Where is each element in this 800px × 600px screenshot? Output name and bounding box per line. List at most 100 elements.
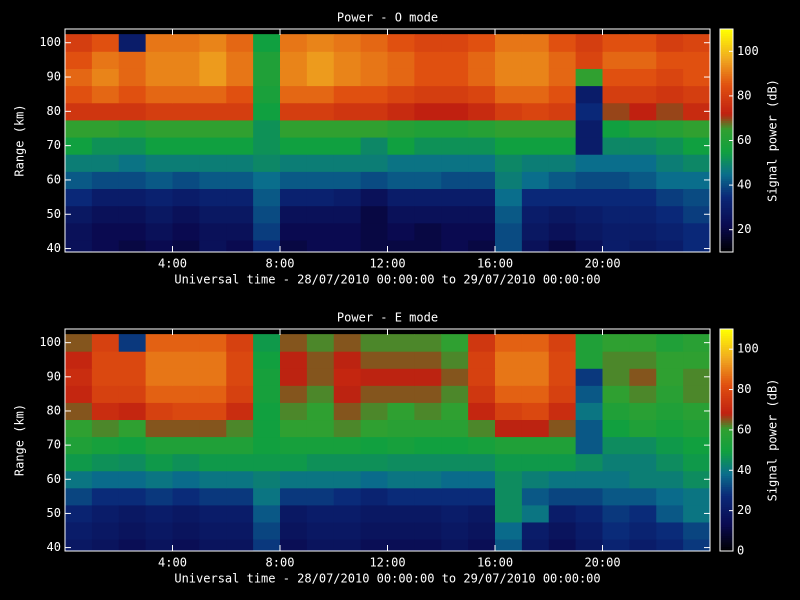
heatmap-cell <box>333 239 362 252</box>
colorbar-tick-label: 20 <box>737 503 751 517</box>
heatmap-cell <box>602 334 630 352</box>
heatmap-cell <box>253 68 281 87</box>
heatmap-cell <box>683 504 710 523</box>
heatmap-cell <box>306 222 335 241</box>
heatmap-cell <box>495 436 523 455</box>
heatmap-cell <box>145 51 173 69</box>
heatmap-cell <box>306 453 335 472</box>
heatmap-cell <box>656 239 684 252</box>
heatmap-cell <box>199 137 227 155</box>
heatmap-cell <box>602 34 630 52</box>
x-tick-label: 16:00 <box>477 556 513 570</box>
heatmap-cell <box>441 334 469 352</box>
heatmap-cell <box>521 385 550 403</box>
colorbar-swatch <box>720 247 733 251</box>
heatmap-cell <box>441 470 469 489</box>
colorbar-swatch <box>720 180 733 184</box>
heatmap-cell <box>575 402 603 421</box>
heatmap-cell <box>253 402 281 421</box>
heatmap-cell <box>280 504 308 523</box>
heatmap-cell <box>199 521 227 540</box>
colorbar-swatch <box>720 196 733 199</box>
colorbar-swatch <box>720 420 733 423</box>
heatmap-cell <box>387 539 415 551</box>
heatmap-cell <box>360 487 388 506</box>
colorbar-tick-label: 100 <box>737 342 759 356</box>
heatmap-cell <box>280 34 308 52</box>
colorbar-swatch <box>720 357 733 361</box>
heatmap-cell <box>414 51 442 69</box>
heatmap-cell <box>253 51 281 69</box>
heatmap-cell <box>118 453 147 472</box>
heatmap-cell <box>656 470 684 489</box>
heatmap-cell <box>521 137 550 155</box>
heatmap-cell <box>172 102 200 121</box>
heatmap-cell <box>226 453 254 472</box>
heatmap-cell <box>226 34 254 52</box>
heatmap-cell <box>441 68 469 87</box>
heatmap-cell <box>602 239 630 252</box>
colorbar-swatch <box>720 455 733 459</box>
heatmap-cell <box>656 487 684 506</box>
colorbar-swatch <box>720 360 733 363</box>
y-axis-label: Range (km) <box>13 404 27 476</box>
heatmap-cell <box>333 205 362 224</box>
heatmap-cell <box>333 102 362 121</box>
heatmap-cell <box>360 504 388 523</box>
heatmap-cell <box>360 334 388 352</box>
colorbar-swatch <box>720 331 733 334</box>
heatmap-cell <box>280 351 308 369</box>
colorbar-swatch <box>720 185 733 188</box>
heatmap-cell <box>468 137 496 155</box>
colorbar-swatch <box>720 158 733 162</box>
heatmap-cell <box>333 188 362 207</box>
x-tick-label: 8:00 <box>266 556 295 570</box>
colorbar-swatch <box>720 182 733 186</box>
heatmap-cell <box>521 171 550 190</box>
heatmap-cell <box>468 470 496 489</box>
heatmap-cell <box>468 419 496 438</box>
heatmap-cell <box>306 504 335 523</box>
colorbar-swatch <box>720 464 733 468</box>
heatmap-cell <box>65 222 93 241</box>
heatmap-cell <box>65 334 93 352</box>
heatmap-cell <box>602 351 630 369</box>
heatmap-cell <box>333 470 362 489</box>
heatmap-cell <box>280 402 308 421</box>
heatmap-cell <box>172 351 200 369</box>
heatmap-cell <box>145 487 173 506</box>
heatmap-cell <box>253 470 281 489</box>
heatmap-cell <box>360 351 388 369</box>
heatmap-cell <box>414 351 442 369</box>
heatmap-cell <box>199 68 227 87</box>
colorbar-swatch <box>720 198 733 202</box>
heatmap-cell <box>306 102 335 121</box>
heatmap-cell <box>145 351 173 369</box>
colorbar-swatch <box>720 75 733 79</box>
heatmap-cell <box>253 188 281 207</box>
chart-title: Power - E mode <box>337 311 438 325</box>
heatmap-cell <box>683 402 710 421</box>
heatmap-cell <box>521 402 550 421</box>
y-tick-label: 100 <box>39 335 61 349</box>
heatmap-cell <box>387 436 415 455</box>
colorbar-swatch <box>720 433 733 437</box>
colorbar-swatch <box>720 33 733 37</box>
colorbar-swatch <box>720 144 733 148</box>
colorbar-swatch <box>720 113 733 117</box>
heatmap-cell <box>118 521 147 540</box>
heatmap-cell <box>387 385 415 403</box>
heatmap-cell <box>280 51 308 69</box>
heatmap-cell <box>333 419 362 438</box>
heatmap-cell <box>602 419 630 438</box>
heatmap-cell <box>414 402 442 421</box>
colorbar-swatch <box>720 189 733 193</box>
heatmap-cell <box>118 402 147 421</box>
heatmap-cell <box>172 119 200 138</box>
heatmap-cell <box>118 51 147 69</box>
heatmap-cell <box>280 154 308 172</box>
heatmap-cell <box>199 205 227 224</box>
heatmap-cell <box>226 205 254 224</box>
heatmap-cell <box>172 171 200 190</box>
colorbar-swatch <box>720 366 733 370</box>
